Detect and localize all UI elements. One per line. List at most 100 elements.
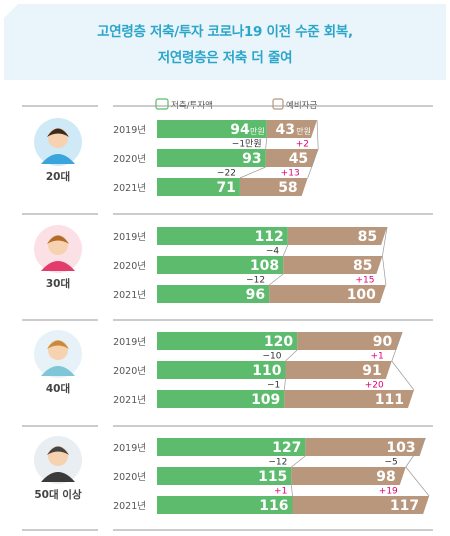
savings-value: 108: [250, 258, 279, 274]
avatar-hair-0: [47, 128, 69, 137]
savings-bar: [157, 256, 284, 274]
reserve-bar: [265, 149, 319, 167]
avatar-body-3: [41, 472, 75, 482]
reserve-change: +1: [370, 352, 383, 362]
savings-value: 94: [230, 122, 250, 138]
savings-value: 120: [264, 334, 293, 350]
age-label-0: 20대: [46, 170, 70, 183]
year-label: 2019년: [113, 337, 146, 348]
avatar-body-2: [41, 366, 75, 376]
reserve-value: 85: [358, 229, 377, 245]
savings-bar: [157, 149, 266, 167]
title-line-1: 고연령층 저축/투자 코로나19 이전 수준 회복,: [97, 24, 353, 40]
avatar-body-1: [41, 261, 75, 271]
savings-value: 71: [216, 180, 235, 196]
age-label-3: 50대 이상: [34, 488, 82, 501]
legend-savings-icon: [155, 98, 169, 110]
reserve-change: +19: [379, 487, 398, 497]
savings-value: 96: [246, 287, 265, 303]
reserve-value: 85: [353, 258, 372, 274]
savings-change: −4: [266, 247, 280, 257]
reserve-value: 58: [278, 180, 297, 196]
reserve-bar: [266, 120, 318, 138]
reserve-bar: [305, 438, 426, 456]
year-label: 2019년: [113, 232, 146, 243]
year-label: 2020년: [113, 154, 146, 165]
year-label: 2019년: [113, 443, 146, 454]
savings-change: −10: [262, 352, 281, 362]
reserve-bar: [283, 256, 383, 274]
savings-bar: [157, 467, 292, 485]
savings-change: −12: [246, 276, 265, 286]
year-label: 2020년: [113, 366, 146, 377]
connector-line: [316, 119, 319, 150]
reserve-value: 91: [362, 363, 381, 379]
savings-bar: [157, 496, 293, 514]
savings-change: −1: [267, 381, 280, 391]
connector-line: [382, 255, 387, 286]
reserve-bar: [239, 178, 308, 196]
avatar-body-0: [41, 154, 75, 164]
reserve-value: 103: [386, 440, 415, 456]
savings-unit: 만원: [250, 127, 265, 136]
year-label: 2020년: [113, 261, 146, 272]
title-banner: 고연령층 저축/투자 코로나19 이전 수준 회복, 저연령층은 저축 더 줄여: [4, 4, 446, 80]
connector-line: [283, 378, 286, 391]
savings-bar: [157, 285, 270, 303]
savings-value: 116: [259, 498, 288, 514]
age-label-2: 40대: [46, 382, 70, 395]
connector-line: [239, 166, 266, 179]
reserve-bar: [269, 285, 386, 303]
connector-line: [382, 226, 388, 257]
savings-bar: [157, 332, 298, 350]
reserve-bar: [287, 227, 388, 245]
savings-value: 109: [251, 392, 280, 408]
savings-bar: [157, 438, 306, 456]
avatar-hair-3: [47, 446, 69, 455]
reserve-bar: [285, 361, 392, 379]
title-line-2: 저연령층은 저축 더 줄여: [157, 50, 293, 66]
connector-line: [290, 484, 293, 497]
connector-line: [391, 331, 403, 362]
year-label: 2019년: [113, 125, 146, 136]
savings-bar: [157, 120, 267, 138]
reserve-bar: [284, 390, 414, 408]
reserve-change: −5: [385, 458, 398, 468]
connector-line: [282, 244, 289, 257]
savings-value: 93: [242, 151, 261, 167]
reserve-change: +20: [365, 381, 384, 391]
reserve-bar: [292, 496, 430, 514]
connector-line: [291, 455, 306, 468]
reserve-value: 43: [276, 122, 295, 138]
savings-value: 115: [258, 469, 287, 485]
reserve-value: 45: [289, 151, 308, 167]
year-label: 2021년: [113, 290, 146, 301]
avatar-hair-2: [47, 340, 69, 349]
banner-corner: [4, 4, 18, 18]
savings-change: −1만원: [232, 139, 262, 150]
avatar-hair-1: [47, 235, 69, 244]
year-label: 2021년: [113, 183, 146, 194]
savings-value: 110: [252, 363, 281, 379]
connector-line: [391, 360, 415, 391]
savings-change: −22: [217, 169, 236, 179]
legend-reserve-icon: [272, 98, 284, 110]
reserve-unit: 만원: [296, 127, 311, 136]
connector-line: [265, 137, 268, 150]
year-label: 2020년: [113, 472, 146, 483]
connector-line: [285, 349, 298, 362]
reserve-value: 111: [375, 392, 404, 408]
reserve-value: 90: [373, 334, 393, 350]
reserve-bar: [297, 332, 403, 350]
savings-value: 127: [272, 440, 301, 456]
reserve-bar: [291, 467, 406, 485]
savings-change: +1: [274, 487, 287, 497]
reserve-value: 100: [347, 287, 376, 303]
reserve-change: +15: [355, 276, 374, 286]
year-label: 2021년: [113, 501, 146, 512]
connector-line: [307, 148, 319, 179]
connector-line: [405, 437, 426, 468]
year-label: 2021년: [113, 395, 146, 406]
savings-bar: [157, 390, 285, 408]
